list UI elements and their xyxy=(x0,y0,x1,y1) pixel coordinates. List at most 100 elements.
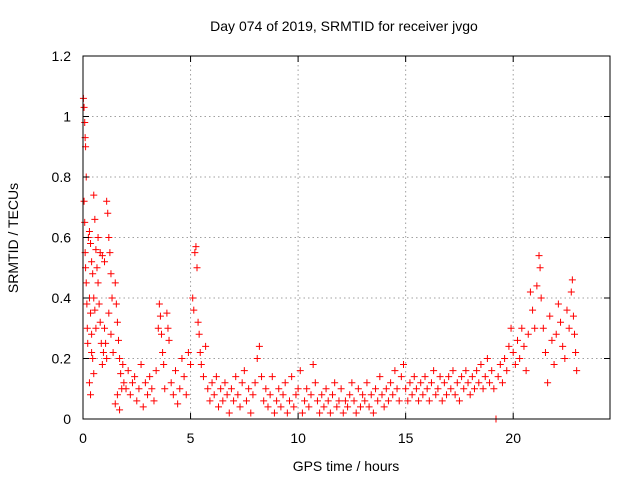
data-point xyxy=(251,379,259,387)
data-point xyxy=(139,403,147,411)
data-point xyxy=(202,342,210,350)
data-point xyxy=(88,330,96,338)
data-point xyxy=(536,264,544,272)
data-point xyxy=(415,397,423,405)
data-point xyxy=(438,397,446,405)
data-point xyxy=(204,385,212,393)
data-point xyxy=(486,379,494,387)
data-point xyxy=(425,397,433,405)
data-point xyxy=(412,385,420,393)
data-point xyxy=(378,391,386,399)
data-point xyxy=(406,379,414,387)
data-point xyxy=(92,324,100,332)
data-point xyxy=(141,379,149,387)
data-point xyxy=(103,355,111,362)
data-point xyxy=(99,348,107,356)
data-point xyxy=(458,373,466,381)
data-point xyxy=(98,252,106,260)
data-point xyxy=(113,318,121,326)
data-point xyxy=(573,367,581,375)
chart-title: Day 074 of 2019, SRMTID for receiver jvg… xyxy=(210,18,478,34)
data-point xyxy=(341,397,349,405)
data-point xyxy=(294,385,302,393)
data-point xyxy=(380,403,388,411)
data-point xyxy=(80,197,88,205)
data-point xyxy=(92,246,100,254)
data-point xyxy=(212,373,220,381)
data-point xyxy=(307,391,315,399)
data-point xyxy=(285,397,293,405)
data-point xyxy=(135,385,143,393)
data-point xyxy=(94,234,102,241)
data-point xyxy=(111,400,119,408)
data-point xyxy=(242,397,250,405)
data-point xyxy=(90,370,98,378)
data-point xyxy=(105,234,113,241)
data-point xyxy=(164,324,172,332)
data-point xyxy=(114,336,122,344)
y-tick-label: 0.4 xyxy=(52,290,72,306)
data-point xyxy=(445,373,453,381)
data-point xyxy=(421,373,429,381)
data-point xyxy=(462,367,470,375)
data-point xyxy=(193,264,201,272)
data-point xyxy=(281,379,289,387)
data-point xyxy=(194,318,202,326)
data-point xyxy=(264,403,272,411)
data-point xyxy=(524,330,532,338)
data-point xyxy=(507,324,515,332)
data-point xyxy=(116,355,124,362)
y-tick-label: 0.6 xyxy=(52,230,72,246)
data-point xyxy=(249,391,257,399)
data-point xyxy=(296,367,304,375)
data-point xyxy=(443,391,451,399)
data-point xyxy=(137,361,145,369)
data-point xyxy=(522,367,530,375)
data-point xyxy=(221,379,229,387)
data-point xyxy=(108,294,116,302)
data-point xyxy=(236,403,244,411)
data-point xyxy=(80,103,88,111)
data-point xyxy=(84,339,92,347)
data-point xyxy=(550,361,558,369)
data-point xyxy=(374,397,382,405)
data-point xyxy=(309,361,317,369)
y-tick-label: 0.2 xyxy=(52,351,72,367)
data-point xyxy=(395,397,403,405)
data-point xyxy=(245,385,253,393)
data-point xyxy=(103,197,111,205)
data-point xyxy=(460,385,468,393)
data-point xyxy=(232,373,240,381)
data-point xyxy=(90,294,98,302)
data-point xyxy=(559,342,567,350)
data-point xyxy=(174,400,182,408)
data-point xyxy=(117,370,125,378)
data-point xyxy=(197,361,205,369)
y-tick-label: 1.2 xyxy=(52,48,72,64)
data-point xyxy=(316,409,324,417)
axes xyxy=(82,55,611,420)
data-point xyxy=(481,373,489,381)
data-point xyxy=(372,385,380,393)
data-point xyxy=(208,379,216,387)
x-tick-label: 20 xyxy=(505,430,521,446)
data-point xyxy=(247,409,255,417)
data-point xyxy=(449,367,457,375)
data-point xyxy=(348,379,356,387)
data-point xyxy=(199,373,207,381)
data-point xyxy=(470,385,478,393)
data-point xyxy=(89,270,97,278)
data-point xyxy=(434,385,442,393)
x-tick-label: 0 xyxy=(79,430,87,446)
data-point xyxy=(180,373,188,381)
data-point xyxy=(89,355,97,362)
data-point xyxy=(217,385,225,393)
data-point xyxy=(94,279,102,287)
data-point xyxy=(273,397,281,405)
data-point xyxy=(475,379,483,387)
data-point xyxy=(367,391,375,399)
data-point xyxy=(511,361,519,369)
data-point xyxy=(423,385,431,393)
data-point xyxy=(87,391,95,399)
data-point xyxy=(124,367,132,375)
